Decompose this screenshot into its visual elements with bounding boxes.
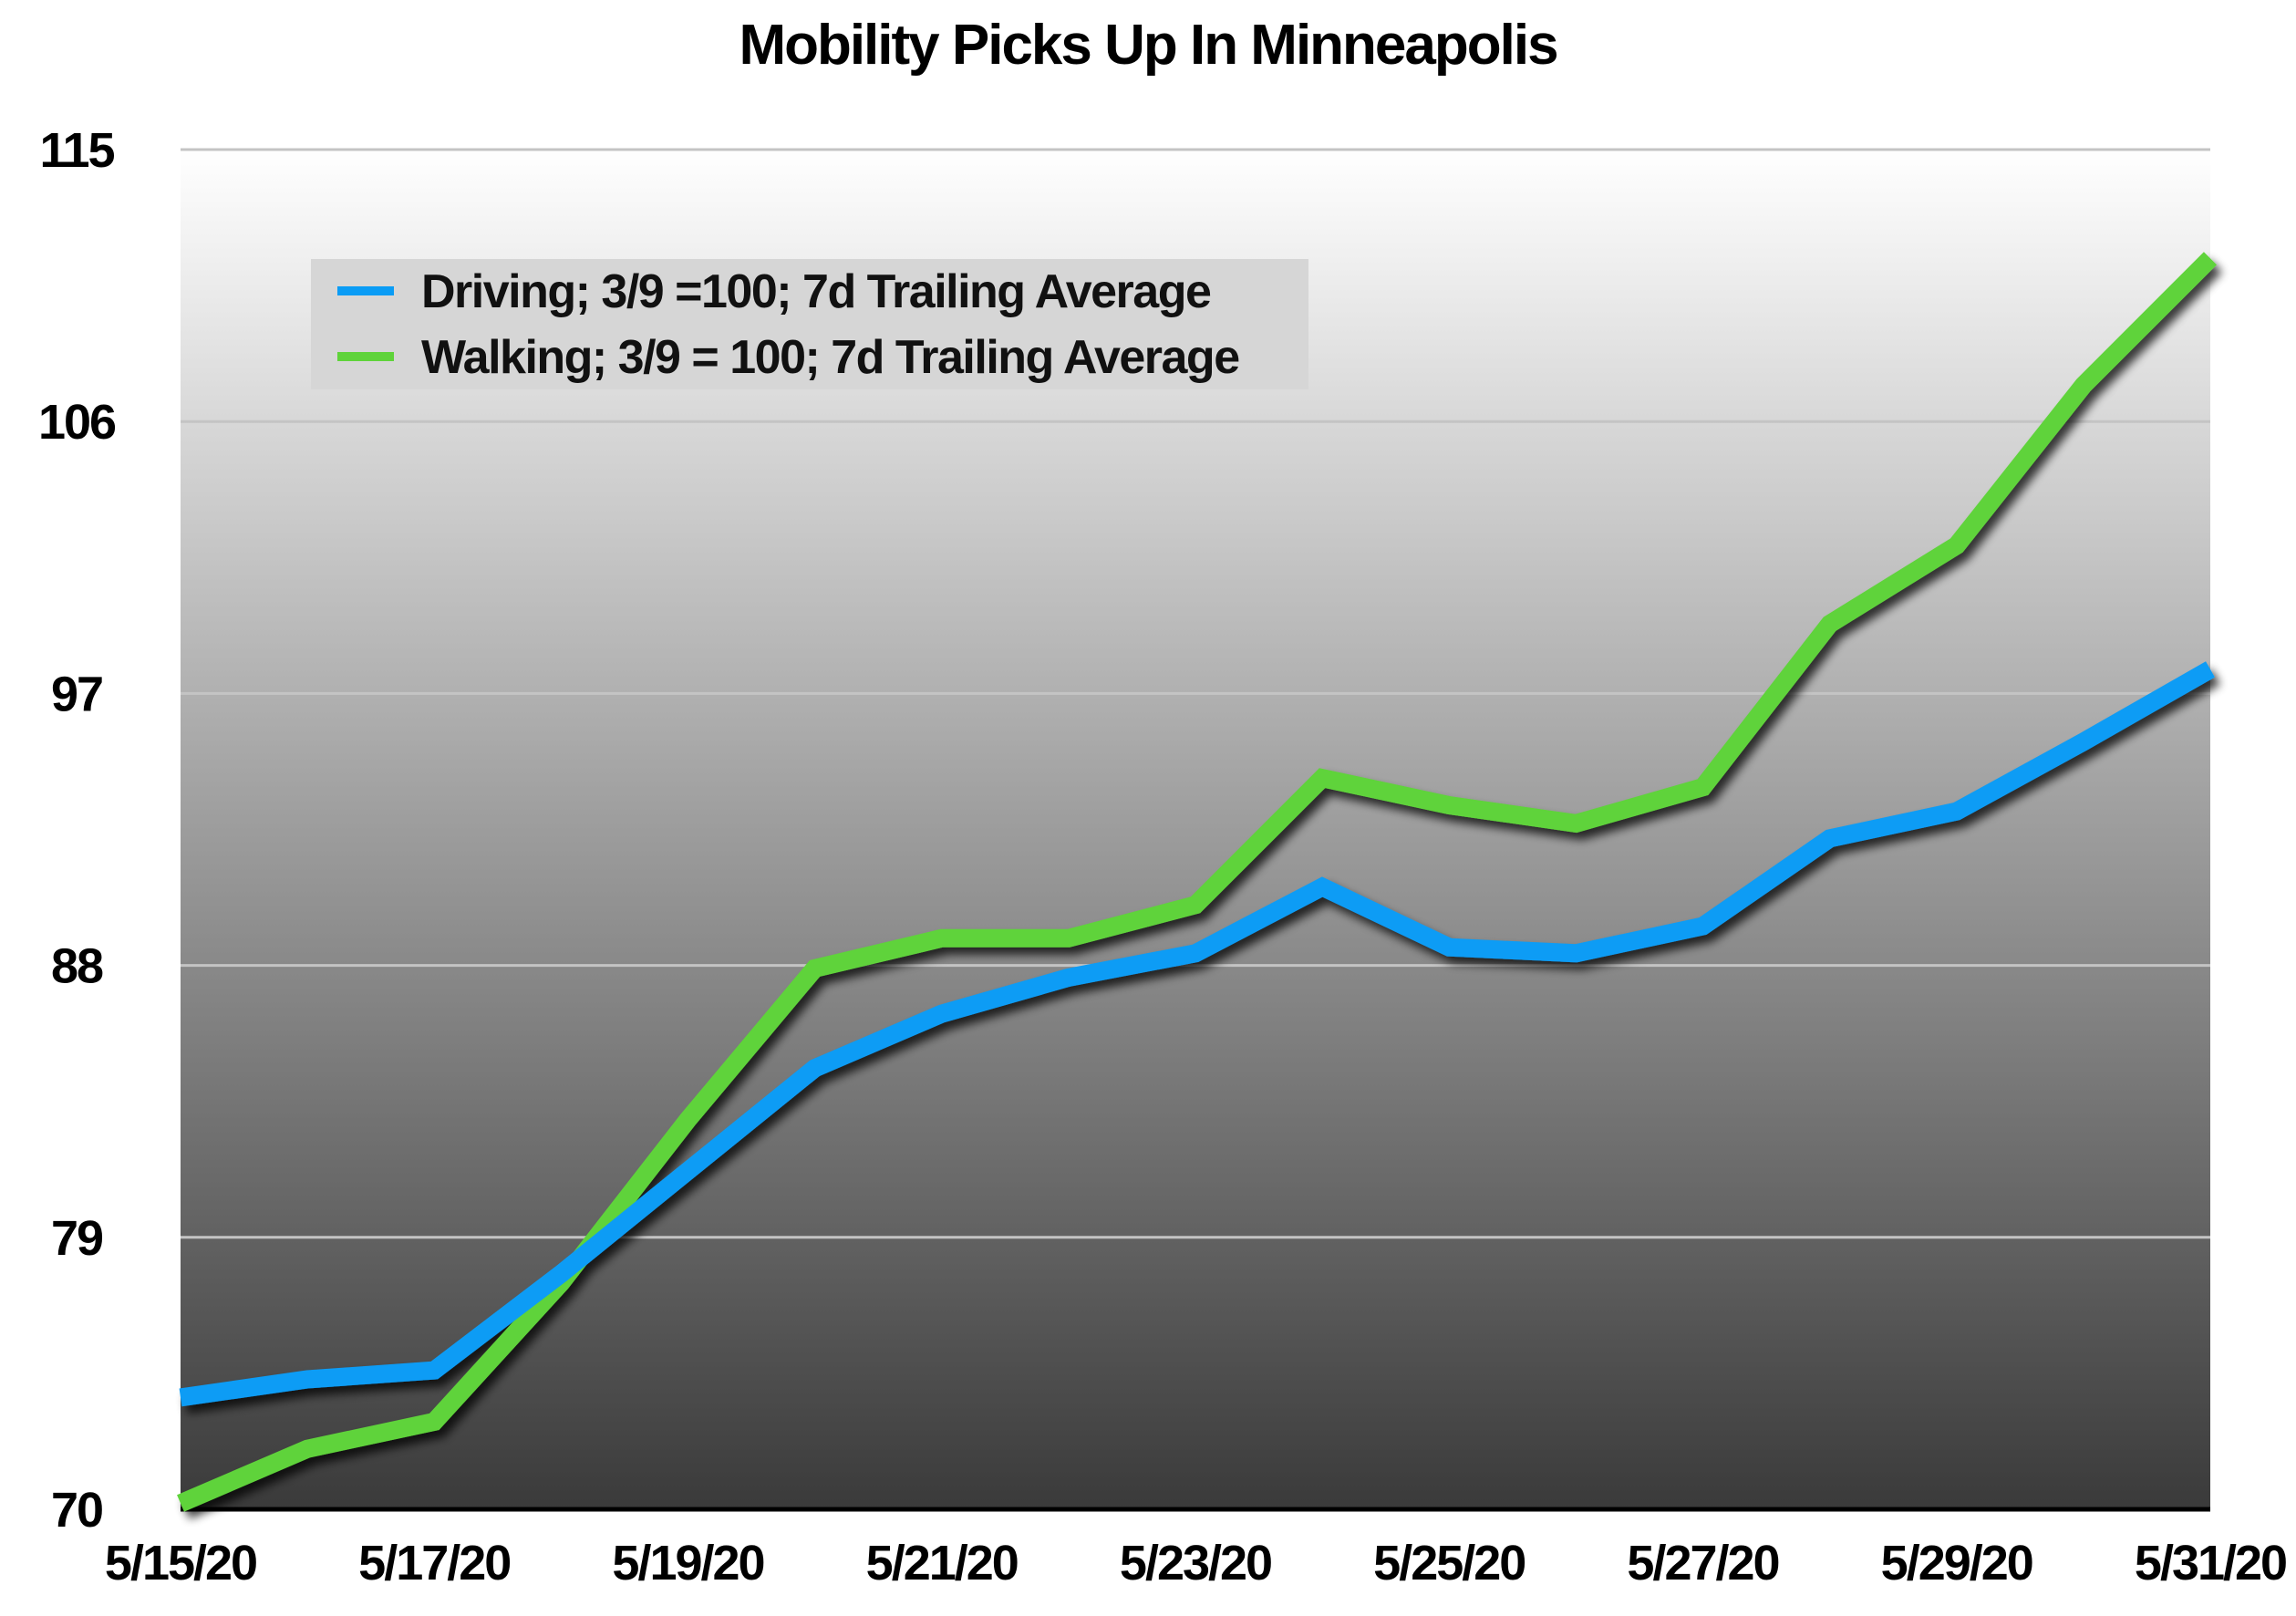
series-line-1 [177,252,2218,1512]
y-tick-label-79: 79 [51,1211,103,1266]
x-tick-label-5-27-20: 5/27/20 [1627,1536,1778,1590]
y-tick-label-97: 97 [51,667,102,721]
gridlines [181,148,2210,1239]
series-line-0 [179,661,2215,1407]
y-tick-label-88: 88 [51,939,103,994]
legend-box [311,259,1308,389]
legend: Driving; 3/9 =100; 7d Trailing Average Wa… [311,259,1308,389]
legend-label-0: Driving; 3/9 =100; 7d Trailing Average [421,265,1211,318]
x-tick-label-5-21-20: 5/21/20 [866,1536,1018,1590]
x-tick-label-5-19-20: 5/19/20 [612,1536,763,1590]
legend-label-1: Walking; 3/9 = 100; 7d Trailing Average [421,331,1239,384]
chart-title: Mobility Picks Up In Minneapolis [739,14,1558,77]
x-tick-label-5-15-20: 5/15/20 [105,1536,256,1590]
x-axis-ticks: 5/15/20 5/17/20 5/19/20 5/21/20 5/23/20 5/25/… [105,1536,2288,1590]
y-tick-label-106: 106 [38,395,116,450]
x-tick-label-5-23-20: 5/23/20 [1120,1536,1271,1590]
x-tick-label-5-25-20: 5/25/20 [1373,1536,1525,1590]
series-lines [177,252,2218,1512]
y-axis-ticks: 70 79 88 97 106 115 [38,123,118,1538]
x-tick-label-5-17-20: 5/17/20 [358,1536,510,1590]
x-tick-label-5-29-20: 5/29/20 [1881,1536,2032,1590]
y-tick-label-70: 70 [51,1483,102,1538]
y-tick-label-115: 115 [39,123,114,178]
x-tick-label-5-31-20: 5/31/20 [2135,1536,2286,1590]
